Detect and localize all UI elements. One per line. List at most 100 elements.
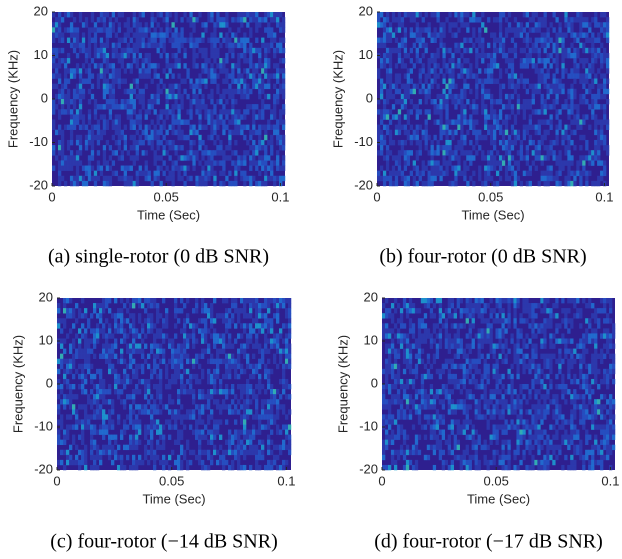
spectrogram-cell bbox=[171, 424, 174, 429]
spectrogram-cell bbox=[171, 166, 174, 171]
spectrogram-cell bbox=[180, 27, 183, 32]
spectrogram-cell bbox=[264, 68, 267, 73]
spectrogram-cell bbox=[547, 58, 550, 63]
spectrogram-cell bbox=[442, 125, 445, 130]
spectrogram-cell bbox=[130, 114, 133, 119]
spectrogram-cell bbox=[231, 130, 234, 135]
spectrogram-cell bbox=[117, 323, 120, 328]
spectrogram-cell bbox=[153, 369, 156, 374]
spectrogram-cell bbox=[541, 171, 544, 176]
spectrogram-cell bbox=[52, 109, 55, 114]
spectrogram-cell bbox=[445, 135, 448, 140]
spectrogram-cell bbox=[216, 460, 219, 465]
spectrogram-cell bbox=[118, 22, 121, 27]
spectrogram-cell bbox=[109, 145, 112, 150]
spectrogram-cell bbox=[210, 32, 213, 37]
spectrogram-cell bbox=[395, 27, 398, 32]
spectrogram-cell bbox=[252, 17, 255, 22]
spectrogram-cell bbox=[156, 308, 159, 313]
spectrogram-cell bbox=[136, 43, 139, 48]
spectrogram-cell bbox=[460, 338, 463, 343]
spectrogram-cell bbox=[466, 409, 469, 414]
spectrogram-cell bbox=[460, 298, 463, 303]
spectrogram-cell bbox=[118, 135, 121, 140]
spectrogram-cell bbox=[174, 145, 177, 150]
spectrogram-cell bbox=[451, 379, 454, 384]
spectrogram-cell bbox=[547, 84, 550, 89]
spectrogram-cell bbox=[466, 450, 469, 455]
spectrogram-cell bbox=[439, 171, 442, 176]
spectrogram-cell bbox=[198, 79, 201, 84]
spectrogram-cell bbox=[445, 384, 448, 389]
spectrogram-cell bbox=[457, 349, 460, 354]
spectrogram-cell bbox=[201, 465, 204, 470]
spectrogram-cell bbox=[481, 84, 484, 89]
spectrogram-cell bbox=[502, 48, 505, 53]
spectrogram-cell bbox=[228, 308, 231, 313]
spectrogram-cell bbox=[255, 384, 258, 389]
spectrogram-cell bbox=[76, 160, 79, 165]
spectrogram-cell bbox=[183, 53, 186, 58]
spectrogram-cell bbox=[270, 318, 273, 323]
spectrogram-cell bbox=[198, 445, 201, 450]
spectrogram-cell bbox=[84, 333, 87, 338]
spectrogram-cell bbox=[407, 89, 410, 94]
spectrogram-cell bbox=[165, 369, 168, 374]
spectrogram-cell bbox=[400, 399, 403, 404]
spectrogram-cell bbox=[64, 12, 67, 17]
spectrogram-cell bbox=[139, 73, 142, 78]
spectrogram-cell bbox=[189, 104, 192, 109]
spectrogram-cell bbox=[144, 389, 147, 394]
spectrogram-cell bbox=[210, 318, 213, 323]
spectrogram-cell bbox=[285, 323, 288, 328]
spectrogram-cell bbox=[567, 125, 570, 130]
spectrogram-cell bbox=[403, 450, 406, 455]
spectrogram-cell bbox=[380, 119, 383, 124]
spectrogram-cell bbox=[451, 63, 454, 68]
spectrogram-cell bbox=[558, 84, 561, 89]
spectrogram-cell bbox=[475, 53, 478, 58]
spectrogram-cell bbox=[555, 58, 558, 63]
spectrogram-cell bbox=[177, 109, 180, 114]
spectrogram-cell bbox=[466, 369, 469, 374]
spectrogram-cell bbox=[91, 27, 94, 32]
spectrogram-cell bbox=[138, 430, 141, 435]
spectrogram-cell bbox=[144, 404, 147, 409]
spectrogram-cell bbox=[451, 450, 454, 455]
spectrogram-cell bbox=[439, 308, 442, 313]
spectrogram-cell bbox=[219, 150, 222, 155]
spectrogram-cell bbox=[431, 32, 434, 37]
spectrogram-cell bbox=[171, 450, 174, 455]
spectrogram-cell bbox=[124, 166, 127, 171]
spectrogram-cell bbox=[192, 130, 195, 135]
spectrogram-cell bbox=[100, 12, 103, 17]
spectrogram-cell bbox=[419, 73, 422, 78]
spectrogram-cell bbox=[144, 430, 147, 435]
spectrogram-cell bbox=[234, 140, 237, 145]
spectrogram-cell bbox=[588, 27, 591, 32]
spectrogram-cell bbox=[85, 48, 88, 53]
spectrogram-cell bbox=[603, 58, 606, 63]
spectrogram-cell bbox=[96, 333, 99, 338]
spectrogram-cell bbox=[64, 94, 67, 99]
spectrogram-cell bbox=[541, 109, 544, 114]
spectrogram-cell bbox=[591, 114, 594, 119]
spectrogram-cell bbox=[258, 22, 261, 27]
spectrogram-cell bbox=[511, 145, 514, 150]
spectrogram-cell bbox=[163, 125, 166, 130]
spectrogram-cell bbox=[201, 32, 204, 37]
spectrogram-cell bbox=[234, 323, 237, 328]
spectrogram-cell bbox=[153, 450, 156, 455]
spectrogram-cell bbox=[383, 63, 386, 68]
spectrogram-cell bbox=[442, 104, 445, 109]
spectrogram-cell bbox=[496, 38, 499, 43]
spectrogram-cell bbox=[472, 125, 475, 130]
spectrogram-cell bbox=[198, 389, 201, 394]
spectrogram-cell bbox=[397, 430, 400, 435]
spectrogram-cell bbox=[177, 318, 180, 323]
spectrogram-cell bbox=[389, 58, 392, 63]
spectrogram-cell bbox=[82, 79, 85, 84]
spectrogram-cell bbox=[204, 328, 207, 333]
spectrogram-cell bbox=[204, 22, 207, 27]
spectrogram-cell bbox=[385, 440, 388, 445]
